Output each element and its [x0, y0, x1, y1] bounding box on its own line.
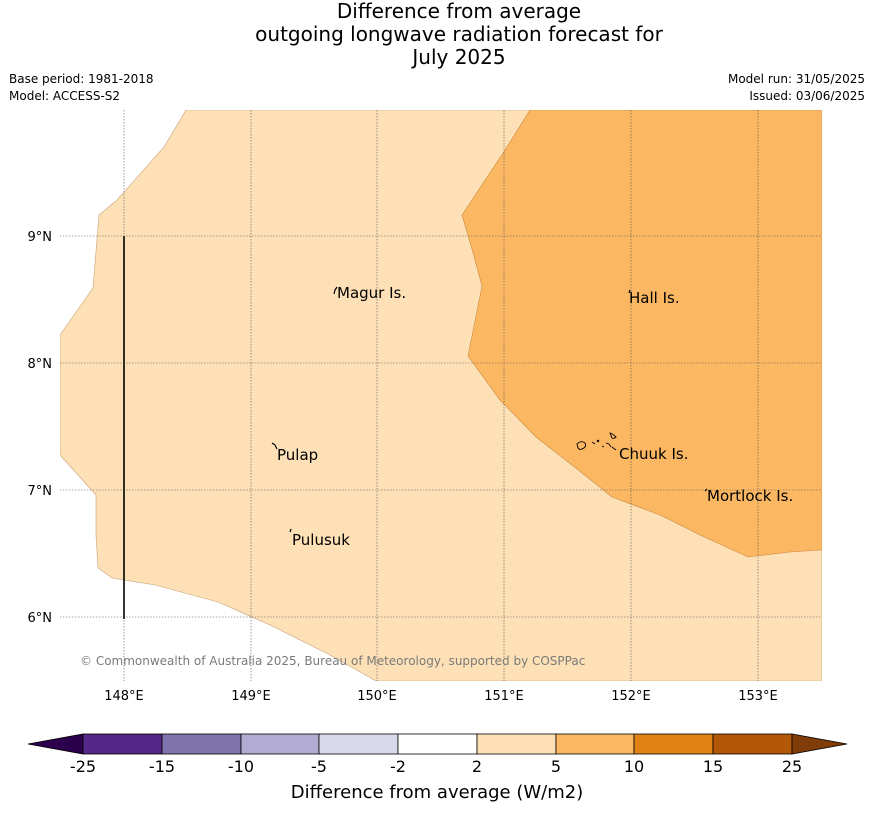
colorbar-tick: 2 — [472, 757, 482, 776]
colorbar-swatch — [712, 733, 793, 755]
model-info: Base period: 1981-2018 Model: ACCESS-S2 — [9, 71, 154, 105]
base-period: Base period: 1981-2018 — [9, 72, 154, 86]
colorbar-swatch — [82, 733, 163, 755]
lon-label-153e: 153°E — [738, 689, 778, 704]
colorbar-tick: -5 — [311, 757, 327, 776]
lat-label-9n: 9°N — [28, 230, 53, 245]
model-name: Model: ACCESS-S2 — [9, 89, 121, 103]
colorbar — [27, 733, 848, 755]
lat-label-8n: 8°N — [28, 357, 53, 372]
colorbar-tick: 10 — [624, 757, 644, 776]
mortlock-island-shape — [704, 488, 708, 492]
place-label-hall: Hall Is. — [629, 289, 680, 307]
colorbar-tick: -10 — [228, 757, 254, 776]
colorbar-swatch — [318, 733, 399, 755]
magur-island-shape — [333, 286, 338, 295]
colorbar-swatch — [161, 733, 242, 755]
map-panel: Magur Is. Hall Is. Pulap Chuuk Is. Mortl… — [60, 110, 822, 681]
lat-label-7n: 7°N — [28, 484, 53, 499]
colorbar-tick: 5 — [551, 757, 561, 776]
issued-date: Issued: 03/06/2025 — [749, 89, 865, 103]
colorbar-tick: 15 — [703, 757, 723, 776]
place-label-pulusuk: Pulusuk — [292, 531, 350, 549]
title-line-2: outgoing longwave radiation forecast for — [255, 22, 663, 46]
hall-island-shape — [628, 289, 631, 294]
anomaly-region-5-to-10 — [461, 110, 822, 558]
place-label-pulap: Pulap — [277, 446, 318, 464]
colorbar-swatch — [633, 733, 714, 755]
colorbar-label: Difference from average (W/m2) — [291, 782, 583, 803]
colorbar-high-extension — [791, 733, 848, 755]
colorbar-tick: -15 — [149, 757, 175, 776]
colorbar-tick: 25 — [782, 757, 802, 776]
colorbar-swatch — [240, 733, 320, 755]
map-title: Difference from average outgoing longwav… — [0, 0, 873, 69]
pulap-island-shape — [271, 442, 278, 450]
island-outlines — [271, 286, 708, 533]
copyright-notice: © Commonwealth of Australia 2025, Bureau… — [80, 654, 585, 668]
lon-label-148e: 148°E — [104, 689, 144, 704]
lon-label-151e: 151°E — [484, 689, 524, 704]
place-label-mortlock: Mortlock Is. — [707, 487, 793, 505]
lon-label-150e: 150°E — [357, 689, 397, 704]
lon-label-152e: 152°E — [611, 689, 651, 704]
chuuk-lagoon-shape — [576, 432, 617, 451]
run-info: Model run: 31/05/2025 Issued: 03/06/2025 — [728, 71, 865, 105]
model-run-date: Model run: 31/05/2025 — [727, 72, 865, 86]
title-line-1: Difference from average — [336, 0, 582, 23]
pulusuk-island-shape — [289, 528, 292, 533]
gridlines — [60, 110, 822, 681]
colorbar-tick: -25 — [70, 757, 96, 776]
colorbar-swatch — [397, 733, 478, 755]
lat-label-6n: 6°N — [28, 611, 53, 626]
place-label-chuuk: Chuuk Is. — [619, 445, 688, 463]
colorbar-low-extension — [27, 733, 84, 755]
place-label-magur: Magur Is. — [337, 284, 406, 302]
colorbar-swatch — [555, 733, 635, 755]
lon-label-149e: 149°E — [231, 689, 271, 704]
colorbar-swatch — [476, 733, 557, 755]
title-line-3: July 2025 — [412, 45, 506, 69]
colorbar-tick: -2 — [390, 757, 406, 776]
